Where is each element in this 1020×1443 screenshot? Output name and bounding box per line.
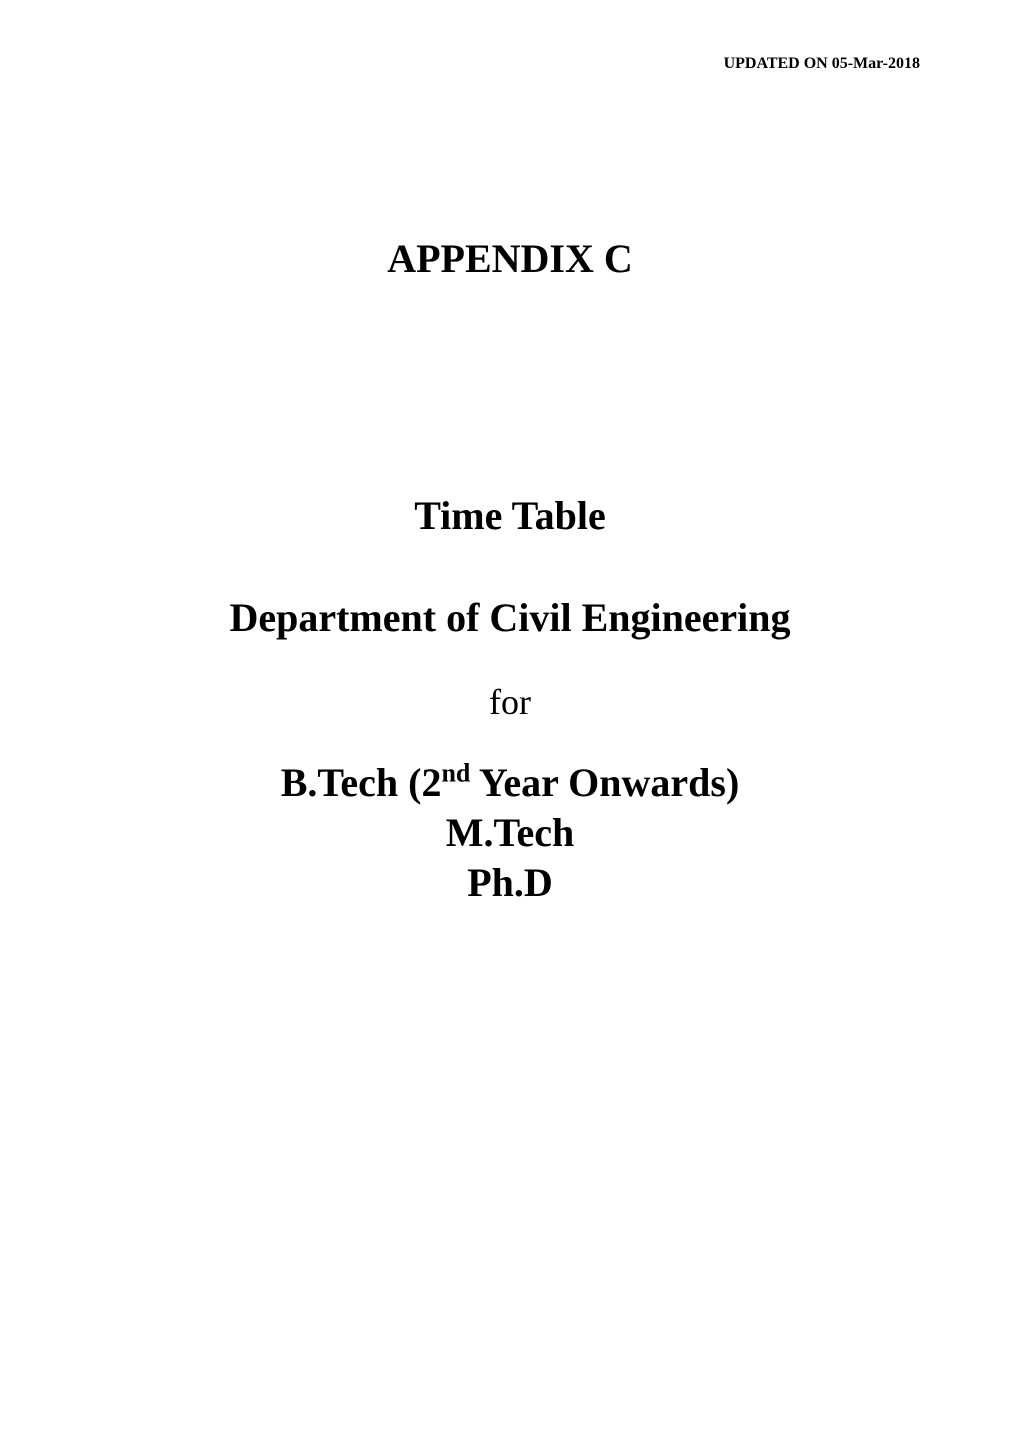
btech-suffix: Year Onwards) — [470, 760, 739, 805]
title-heading: Time Table — [90, 492, 930, 539]
spacer — [90, 723, 930, 758]
program-phd: Ph.D — [90, 858, 930, 908]
btech-prefix: B.Tech (2 — [281, 760, 442, 805]
appendix-heading: APPENDIX C — [90, 235, 930, 282]
updated-on-text: UPDATED ON 05-Mar-2018 — [724, 55, 920, 73]
btech-superscript: nd — [441, 759, 470, 788]
spacer — [90, 282, 930, 492]
department-heading: Department of Civil Engineering — [90, 594, 930, 641]
program-btech: B.Tech (2nd Year Onwards) — [90, 758, 930, 808]
page-container: UPDATED ON 05-Mar-2018 APPENDIX C Time T… — [0, 0, 1020, 1443]
spacer — [90, 641, 930, 681]
program-mtech: M.Tech — [90, 808, 930, 858]
programs-block: B.Tech (2nd Year Onwards) M.Tech Ph.D — [90, 758, 930, 908]
for-word: for — [90, 681, 930, 723]
spacer — [90, 539, 930, 594]
spacer — [90, 55, 930, 235]
